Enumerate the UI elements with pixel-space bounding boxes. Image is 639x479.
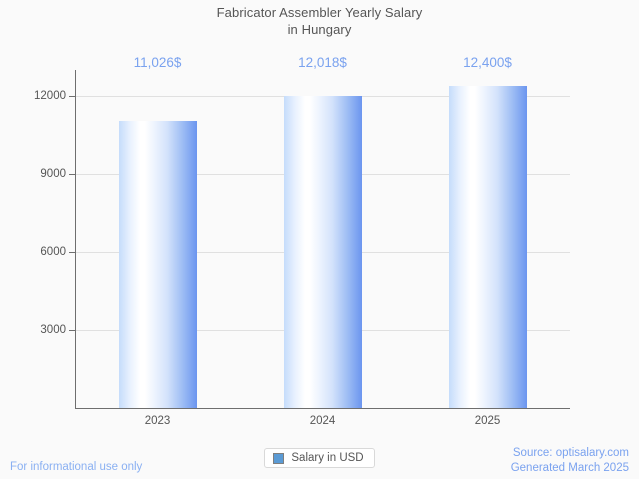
bars-layer [75, 70, 570, 408]
y-tick-mark [69, 174, 75, 175]
legend-label: Salary in USD [291, 452, 364, 464]
generated-text: Generated March 2025 [510, 462, 629, 474]
chart-title-line1: Fabricator Assembler Yearly Salary [216, 5, 423, 20]
bar-2025[interactable] [448, 85, 527, 408]
legend-swatch-icon [273, 452, 285, 464]
y-tick-label: 3000 [40, 324, 66, 336]
y-tick-label: 12000 [34, 90, 66, 102]
bar-2024[interactable] [283, 95, 362, 408]
source-block: Source: optisalary.com Generated March 2… [511, 446, 629, 476]
plot-area [75, 70, 570, 408]
value-label-2024: 12,018$ [298, 55, 347, 70]
source-text: Source: optisalary.com [512, 447, 629, 459]
y-tick-label: 9000 [40, 168, 66, 180]
y-axis-line [75, 70, 76, 409]
y-tick-mark [69, 330, 75, 331]
legend-item-salary[interactable]: Salary in USD [264, 448, 375, 468]
x-tick-label-2023: 2023 [144, 415, 171, 427]
y-tick-label: 6000 [40, 246, 66, 258]
x-tick-label-2025: 2025 [474, 415, 501, 427]
chart-title-line2: in Hungary [287, 22, 352, 37]
y-tick-mark [69, 96, 75, 97]
disclaimer-text: For informational use only [10, 461, 143, 473]
value-label-2025: 12,400$ [463, 55, 512, 70]
value-label-2023: 11,026$ [133, 55, 182, 70]
bar-2023[interactable] [118, 121, 197, 408]
chart-title: Fabricator Assembler Yearly Salary in Hu… [0, 4, 639, 38]
y-tick-mark [69, 252, 75, 253]
x-tick-label-2024: 2024 [309, 415, 336, 427]
chart-legend: Salary in USD [0, 448, 639, 468]
x-axis-line [75, 408, 570, 409]
